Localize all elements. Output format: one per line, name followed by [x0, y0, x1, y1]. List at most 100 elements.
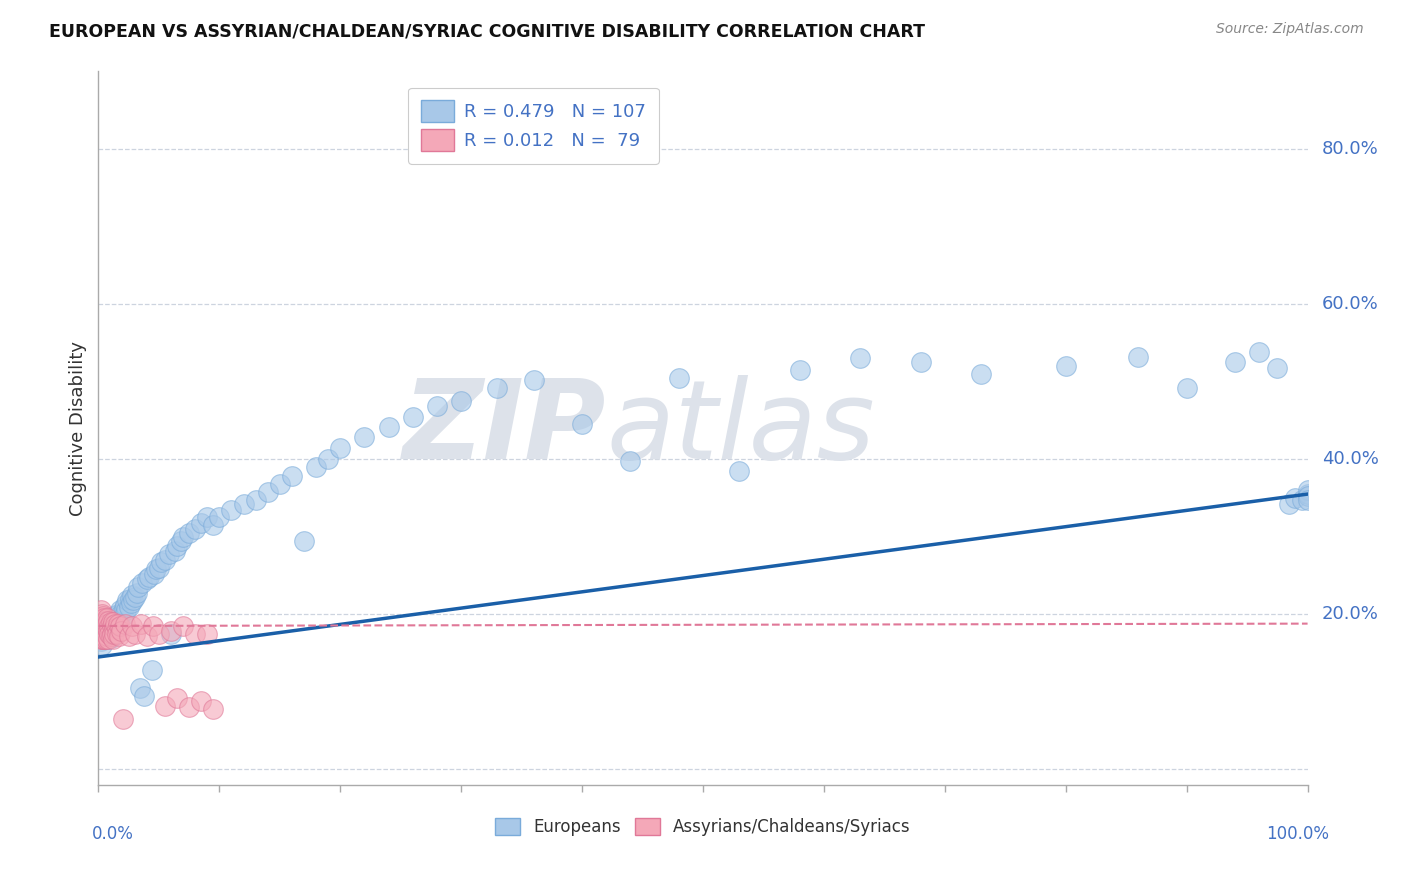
Point: [232, 497, 254, 511]
Point: [114, 616, 136, 631]
Text: 100.0%: 100.0%: [1265, 825, 1329, 843]
Point: [91, 624, 114, 639]
Point: [1296, 483, 1319, 498]
Point: [93, 616, 115, 631]
Point: [118, 591, 141, 606]
Point: [94, 616, 117, 631]
Point: [910, 355, 932, 369]
Point: [91, 629, 114, 643]
Point: [172, 530, 194, 544]
Point: [90, 619, 112, 633]
Point: [221, 502, 243, 516]
Point: [105, 626, 128, 640]
Point: [105, 621, 128, 635]
Point: [96, 626, 118, 640]
Point: [195, 510, 218, 524]
Point: [100, 631, 122, 645]
Point: [128, 681, 150, 695]
Point: [97, 614, 120, 628]
Point: [101, 615, 124, 629]
Point: [111, 712, 134, 726]
Point: [148, 626, 170, 640]
Point: [122, 593, 145, 607]
Y-axis label: Cognitive Disability: Cognitive Disability: [69, 341, 87, 516]
Text: 0.0%: 0.0%: [91, 825, 134, 843]
Point: [103, 623, 125, 637]
Point: [179, 700, 201, 714]
Point: [93, 621, 115, 635]
Point: [91, 621, 114, 635]
Point: [1284, 491, 1306, 505]
Point: [571, 417, 593, 432]
Point: [190, 694, 212, 708]
Legend: Europeans, Assyrians/Chaldeans/Syriacs: Europeans, Assyrians/Chaldeans/Syriacs: [486, 810, 920, 845]
Point: [108, 603, 131, 617]
Point: [135, 629, 157, 643]
Text: Source: ZipAtlas.com: Source: ZipAtlas.com: [1216, 22, 1364, 37]
Point: [115, 603, 138, 617]
Point: [121, 588, 143, 602]
Point: [141, 663, 163, 677]
Point: [108, 619, 131, 633]
Point: [245, 492, 267, 507]
Point: [91, 615, 114, 629]
Text: 40.0%: 40.0%: [1322, 450, 1379, 468]
Point: [100, 624, 122, 639]
Point: [97, 632, 120, 647]
Point: [195, 626, 218, 640]
Point: [789, 363, 811, 377]
Text: ZIP: ZIP: [402, 375, 606, 482]
Point: [93, 621, 115, 635]
Text: EUROPEAN VS ASSYRIAN/CHALDEAN/SYRIAC COGNITIVE DISABILITY CORRELATION CHART: EUROPEAN VS ASSYRIAN/CHALDEAN/SYRIAC COG…: [49, 22, 925, 40]
Point: [91, 631, 114, 645]
Point: [91, 608, 114, 623]
Point: [124, 591, 146, 605]
Point: [160, 626, 183, 640]
Point: [107, 607, 129, 622]
Text: atlas: atlas: [606, 375, 875, 482]
Point: [89, 619, 111, 633]
Point: [90, 629, 112, 643]
Point: [129, 616, 152, 631]
Point: [127, 580, 149, 594]
Point: [110, 624, 132, 639]
Point: [100, 611, 122, 625]
Point: [89, 626, 111, 640]
Point: [184, 626, 207, 640]
Point: [402, 409, 425, 424]
Point: [90, 614, 112, 628]
Text: 80.0%: 80.0%: [1322, 140, 1379, 158]
Point: [97, 632, 120, 647]
Point: [292, 533, 315, 548]
Point: [91, 621, 114, 635]
Point: [107, 616, 129, 631]
Point: [91, 607, 114, 622]
Point: [728, 464, 751, 478]
Point: [90, 634, 112, 648]
Point: [96, 621, 118, 635]
Point: [668, 370, 690, 384]
Point: [96, 629, 118, 643]
Point: [1223, 355, 1246, 369]
Point: [91, 632, 114, 647]
Point: [90, 621, 112, 635]
Point: [100, 629, 122, 643]
Point: [90, 632, 112, 647]
Point: [202, 702, 225, 716]
Text: 60.0%: 60.0%: [1322, 295, 1379, 313]
Point: [148, 561, 170, 575]
Point: [101, 632, 124, 647]
Point: [93, 632, 115, 647]
Point: [108, 629, 131, 643]
Point: [202, 518, 225, 533]
Point: [138, 570, 160, 584]
Point: [100, 616, 122, 631]
Point: [121, 619, 143, 633]
Point: [91, 614, 114, 628]
Point: [619, 454, 641, 468]
Point: [100, 615, 122, 629]
Point: [105, 621, 128, 635]
Point: [94, 629, 117, 643]
Point: [124, 626, 146, 640]
Point: [849, 351, 872, 366]
